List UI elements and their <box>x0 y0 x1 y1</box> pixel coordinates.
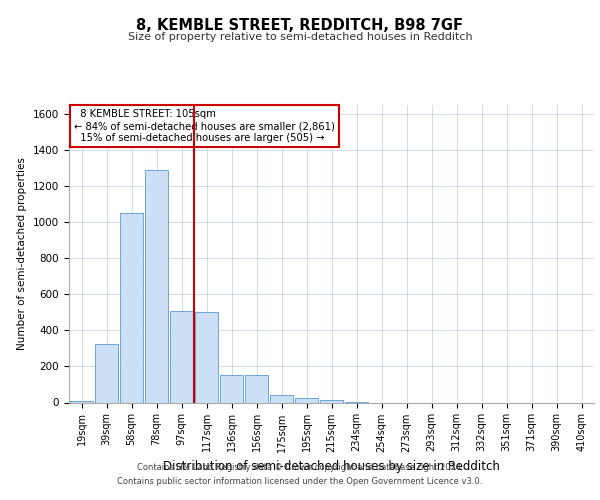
Text: Contains public sector information licensed under the Open Government Licence v3: Contains public sector information licen… <box>118 477 482 486</box>
Bar <box>195 312 218 402</box>
Bar <box>120 213 143 402</box>
Bar <box>320 400 343 402</box>
Text: Contains HM Land Registry data © Crown copyright and database right 2024.: Contains HM Land Registry data © Crown c… <box>137 464 463 472</box>
Text: Size of property relative to semi-detached houses in Redditch: Size of property relative to semi-detach… <box>128 32 472 42</box>
Text: 8, KEMBLE STREET, REDDITCH, B98 7GF: 8, KEMBLE STREET, REDDITCH, B98 7GF <box>137 18 464 32</box>
Bar <box>170 310 193 402</box>
Bar <box>270 396 293 402</box>
Bar <box>70 400 93 402</box>
Text: 8 KEMBLE STREET: 105sqm
← 84% of semi-detached houses are smaller (2,861)
  15% : 8 KEMBLE STREET: 105sqm ← 84% of semi-de… <box>74 110 335 142</box>
Bar <box>95 344 118 403</box>
Bar <box>145 170 168 402</box>
Bar <box>295 398 318 402</box>
Y-axis label: Number of semi-detached properties: Number of semi-detached properties <box>17 158 28 350</box>
X-axis label: Distribution of semi-detached houses by size in Redditch: Distribution of semi-detached houses by … <box>163 460 500 473</box>
Bar <box>245 376 268 402</box>
Bar <box>220 376 243 402</box>
